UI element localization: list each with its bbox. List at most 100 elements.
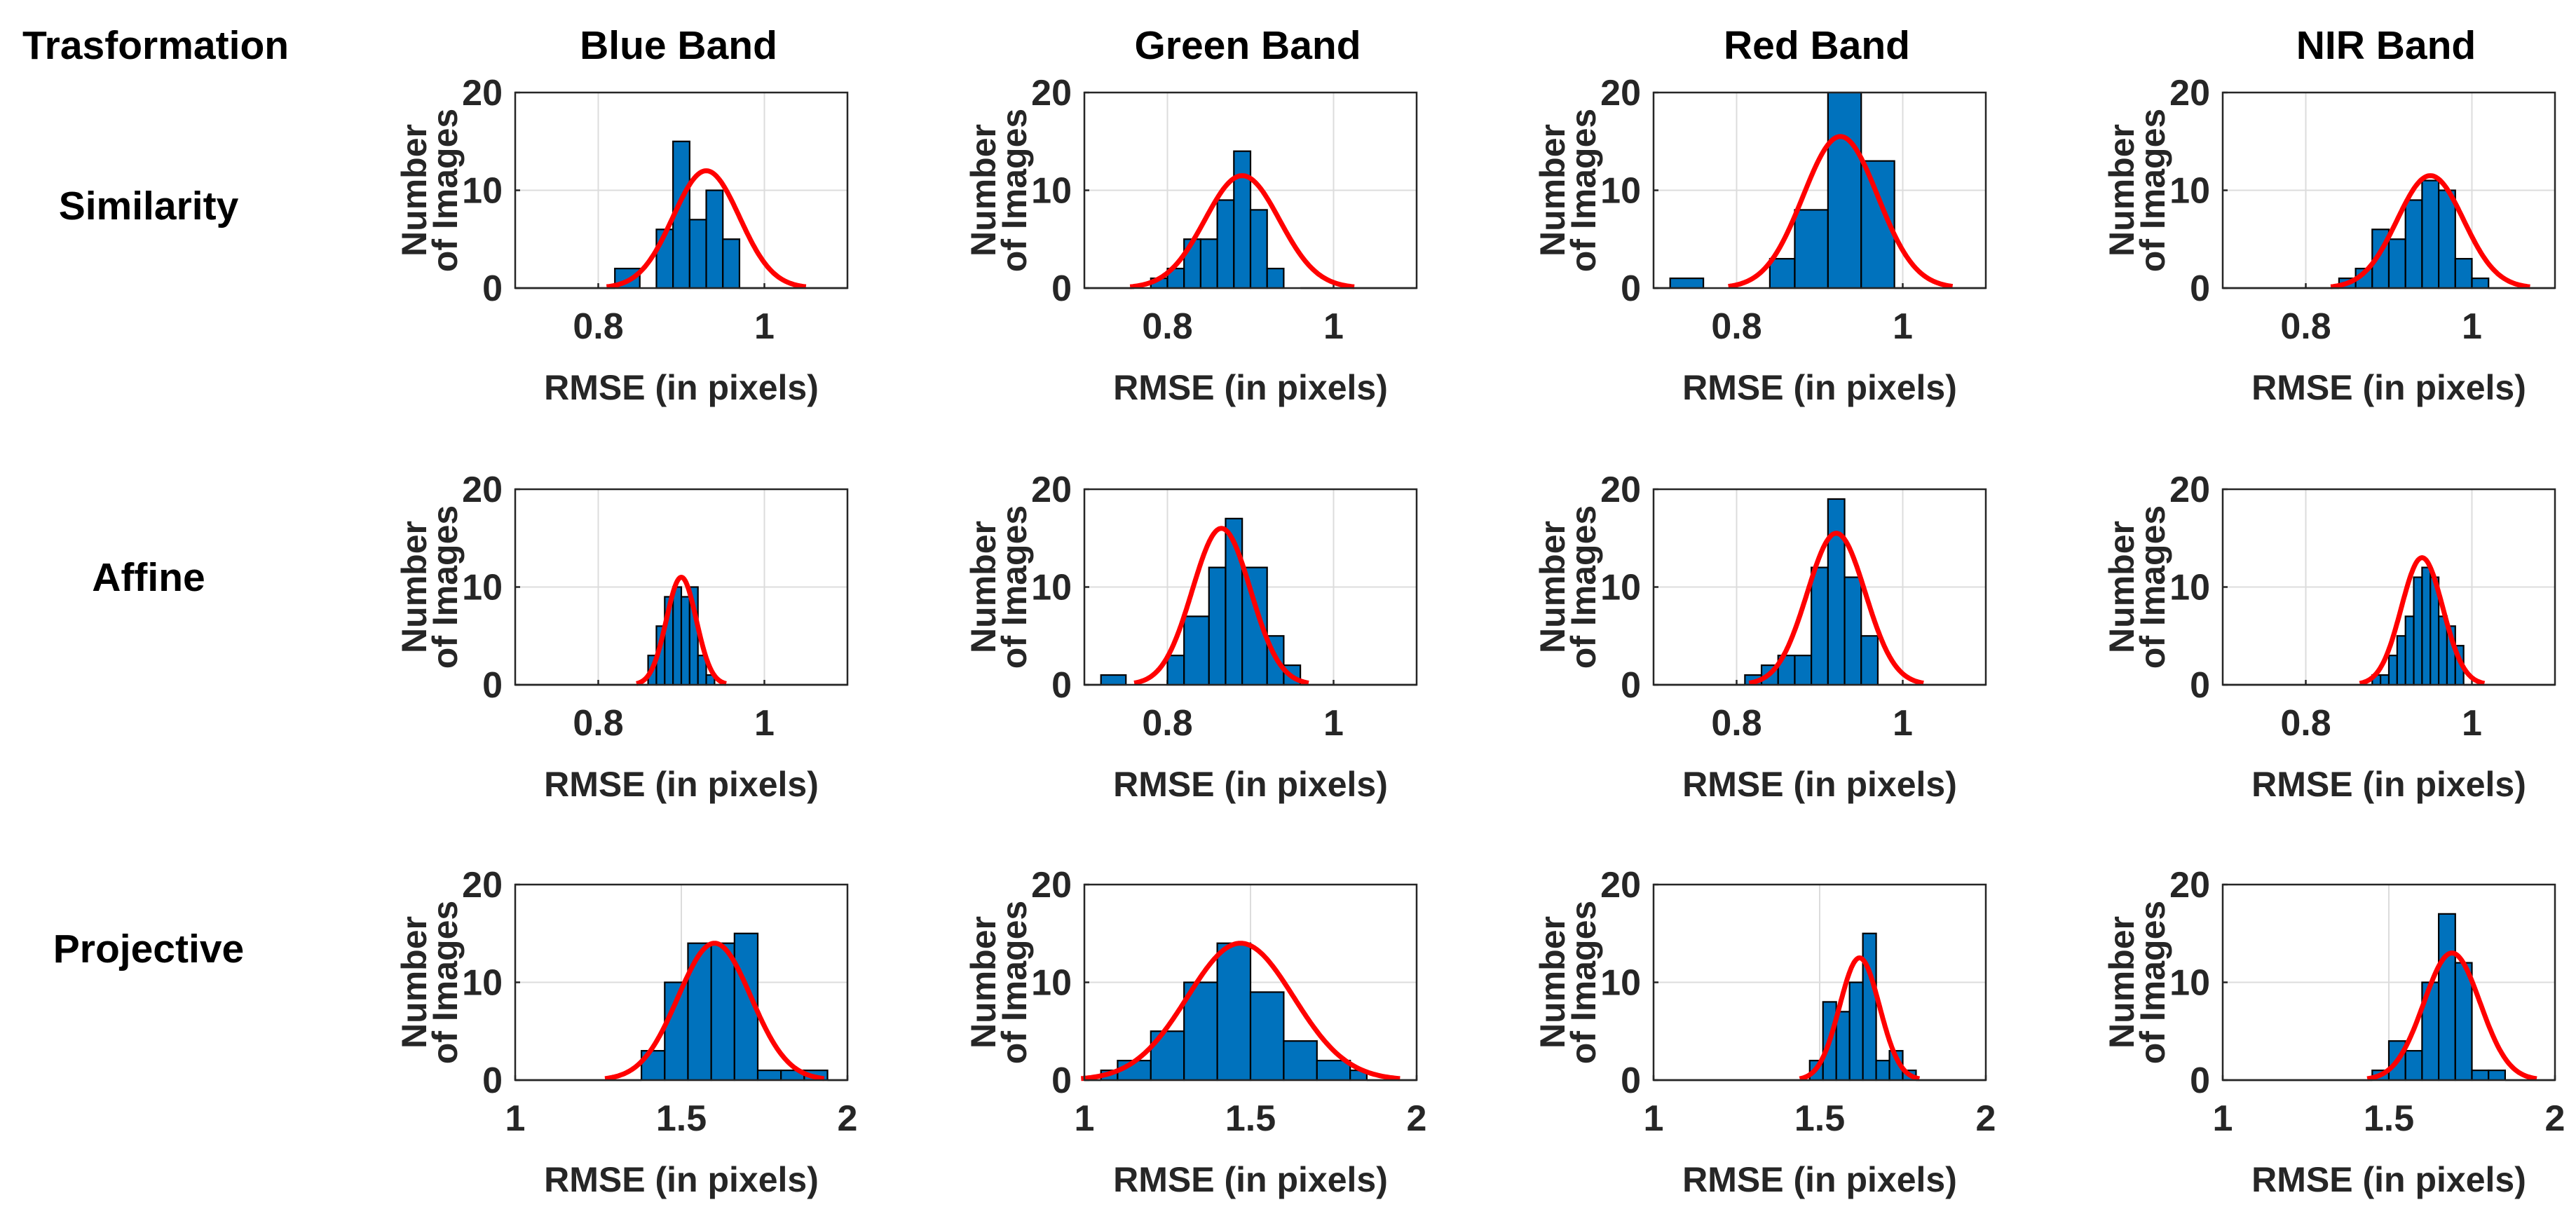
histogram-bar: [1166, 655, 1185, 686]
y-tick-label: 10: [1031, 171, 1072, 212]
y-axis-label-line2: of Images: [1564, 109, 1603, 272]
y-tick-label: 20: [1600, 470, 1641, 510]
y-tick-label: 0: [482, 268, 503, 309]
histogram-bar: [1249, 991, 1285, 1082]
histogram-bar: [705, 189, 724, 289]
histogram-bar: [2404, 615, 2415, 686]
x-axis-label: RMSE (in pixels): [544, 1160, 819, 1199]
x-axis-label: RMSE (in pixels): [2251, 368, 2526, 407]
y-axis-label-line2: of Images: [995, 505, 1034, 669]
y-tick-label: 20: [462, 73, 503, 114]
normal-fit-curve: [1129, 173, 1356, 289]
axes-frame: [2221, 883, 2556, 1082]
x-tick-label: 1: [1893, 306, 1913, 347]
x-tick-label: 0.8: [1142, 703, 1192, 744]
normal-fit-curve: [1747, 531, 1926, 686]
y-axis-label-line2: of Images: [1564, 901, 1603, 1064]
y-tick-label: 0: [1051, 665, 1072, 706]
y-tick-label: 0: [482, 665, 503, 706]
x-tick-label: 1: [2213, 1098, 2233, 1139]
y-axis-label-line2: of Images: [425, 109, 465, 272]
y-axis-label-line1: Number: [395, 916, 434, 1049]
histogram-bar: [722, 238, 741, 289]
y-tick-label: 20: [2169, 470, 2210, 510]
y-tick-label: 10: [462, 963, 503, 1004]
y-axis-label-line1: Number: [395, 124, 434, 257]
y-tick-label: 20: [1031, 73, 1072, 114]
y-tick-label: 20: [1031, 865, 1072, 906]
x-tick-label: 1: [1893, 703, 1913, 744]
y-axis-label-line2: of Images: [2133, 505, 2172, 669]
x-tick-label: 1: [1323, 703, 1344, 744]
histogram-bar: [710, 942, 735, 1082]
y-axis-label-line1: Number: [1533, 521, 1572, 653]
x-axis-label: RMSE (in pixels): [1113, 765, 1388, 804]
histogram-bar: [2387, 655, 2398, 686]
x-tick-label: 0.8: [1711, 306, 1761, 347]
y-axis-label-line1: Number: [395, 521, 434, 653]
normal-fit-curve: [2358, 555, 2486, 686]
histogram-bar: [756, 1069, 782, 1082]
y-axis-label-line2: of Images: [995, 901, 1034, 1064]
axes-frame: [1083, 883, 1418, 1082]
histogram-bar: [1862, 932, 1877, 1082]
histogram-bar: [2471, 1069, 2490, 1082]
x-tick-label: 1: [754, 703, 775, 744]
y-tick-label: 10: [1600, 568, 1641, 608]
histogram-bar: [2387, 238, 2406, 289]
y-tick-label: 0: [1621, 268, 1641, 309]
y-tick-label: 0: [1621, 1060, 1641, 1101]
x-tick-label: 0.8: [2280, 306, 2331, 347]
x-tick-label: 1: [754, 306, 775, 347]
y-axis-label-line1: Number: [2102, 916, 2141, 1049]
x-axis-label: RMSE (in pixels): [1113, 1160, 1388, 1199]
histogram-bar: [1827, 498, 1846, 686]
y-axis-label-line1: Number: [1533, 916, 1572, 1049]
y-tick-label: 0: [1621, 665, 1641, 706]
y-tick-label: 20: [462, 865, 503, 906]
x-tick-label: 1.5: [1225, 1098, 1276, 1139]
y-axis-label-line2: of Images: [425, 901, 465, 1064]
histogram-bar: [1827, 91, 1862, 289]
y-axis-label-line2: of Images: [1564, 505, 1603, 669]
y-tick-label: 0: [1051, 268, 1072, 309]
histogram-bar: [1266, 268, 1285, 289]
y-axis-label-line1: Number: [2102, 521, 2141, 653]
histogram-bar: [1199, 238, 1218, 289]
axes-frame: [1652, 488, 1987, 686]
y-tick-label: 10: [1600, 963, 1641, 1004]
normal-fit-curve: [634, 575, 728, 686]
x-tick-label: 2: [838, 1098, 858, 1139]
histogram-bar: [2404, 1050, 2423, 1082]
histogram-bar: [688, 219, 707, 289]
histogram-bar: [1208, 566, 1227, 686]
x-axis-label: RMSE (in pixels): [544, 368, 819, 407]
normal-fit-curve: [604, 941, 826, 1082]
histogram-bar: [1216, 942, 1252, 1082]
y-tick-label: 0: [2190, 665, 2210, 706]
histogram-bar: [1183, 615, 1210, 686]
y-axis-label-line1: Number: [964, 521, 1003, 653]
normal-fit-curve: [605, 168, 807, 289]
x-tick-label: 1: [1075, 1098, 1095, 1139]
y-axis-label-line1: Number: [964, 916, 1003, 1049]
axes-frame: [514, 91, 849, 289]
y-tick-label: 20: [462, 470, 503, 510]
y-axis-label-line2: of Images: [425, 505, 465, 669]
normal-fit-curve: [1727, 134, 1954, 289]
y-tick-label: 10: [462, 568, 503, 608]
axes-frame: [1652, 883, 1987, 1082]
histogram-bar: [2471, 277, 2490, 289]
y-tick-label: 20: [1600, 865, 1641, 906]
histogram-bar: [1233, 150, 1252, 289]
